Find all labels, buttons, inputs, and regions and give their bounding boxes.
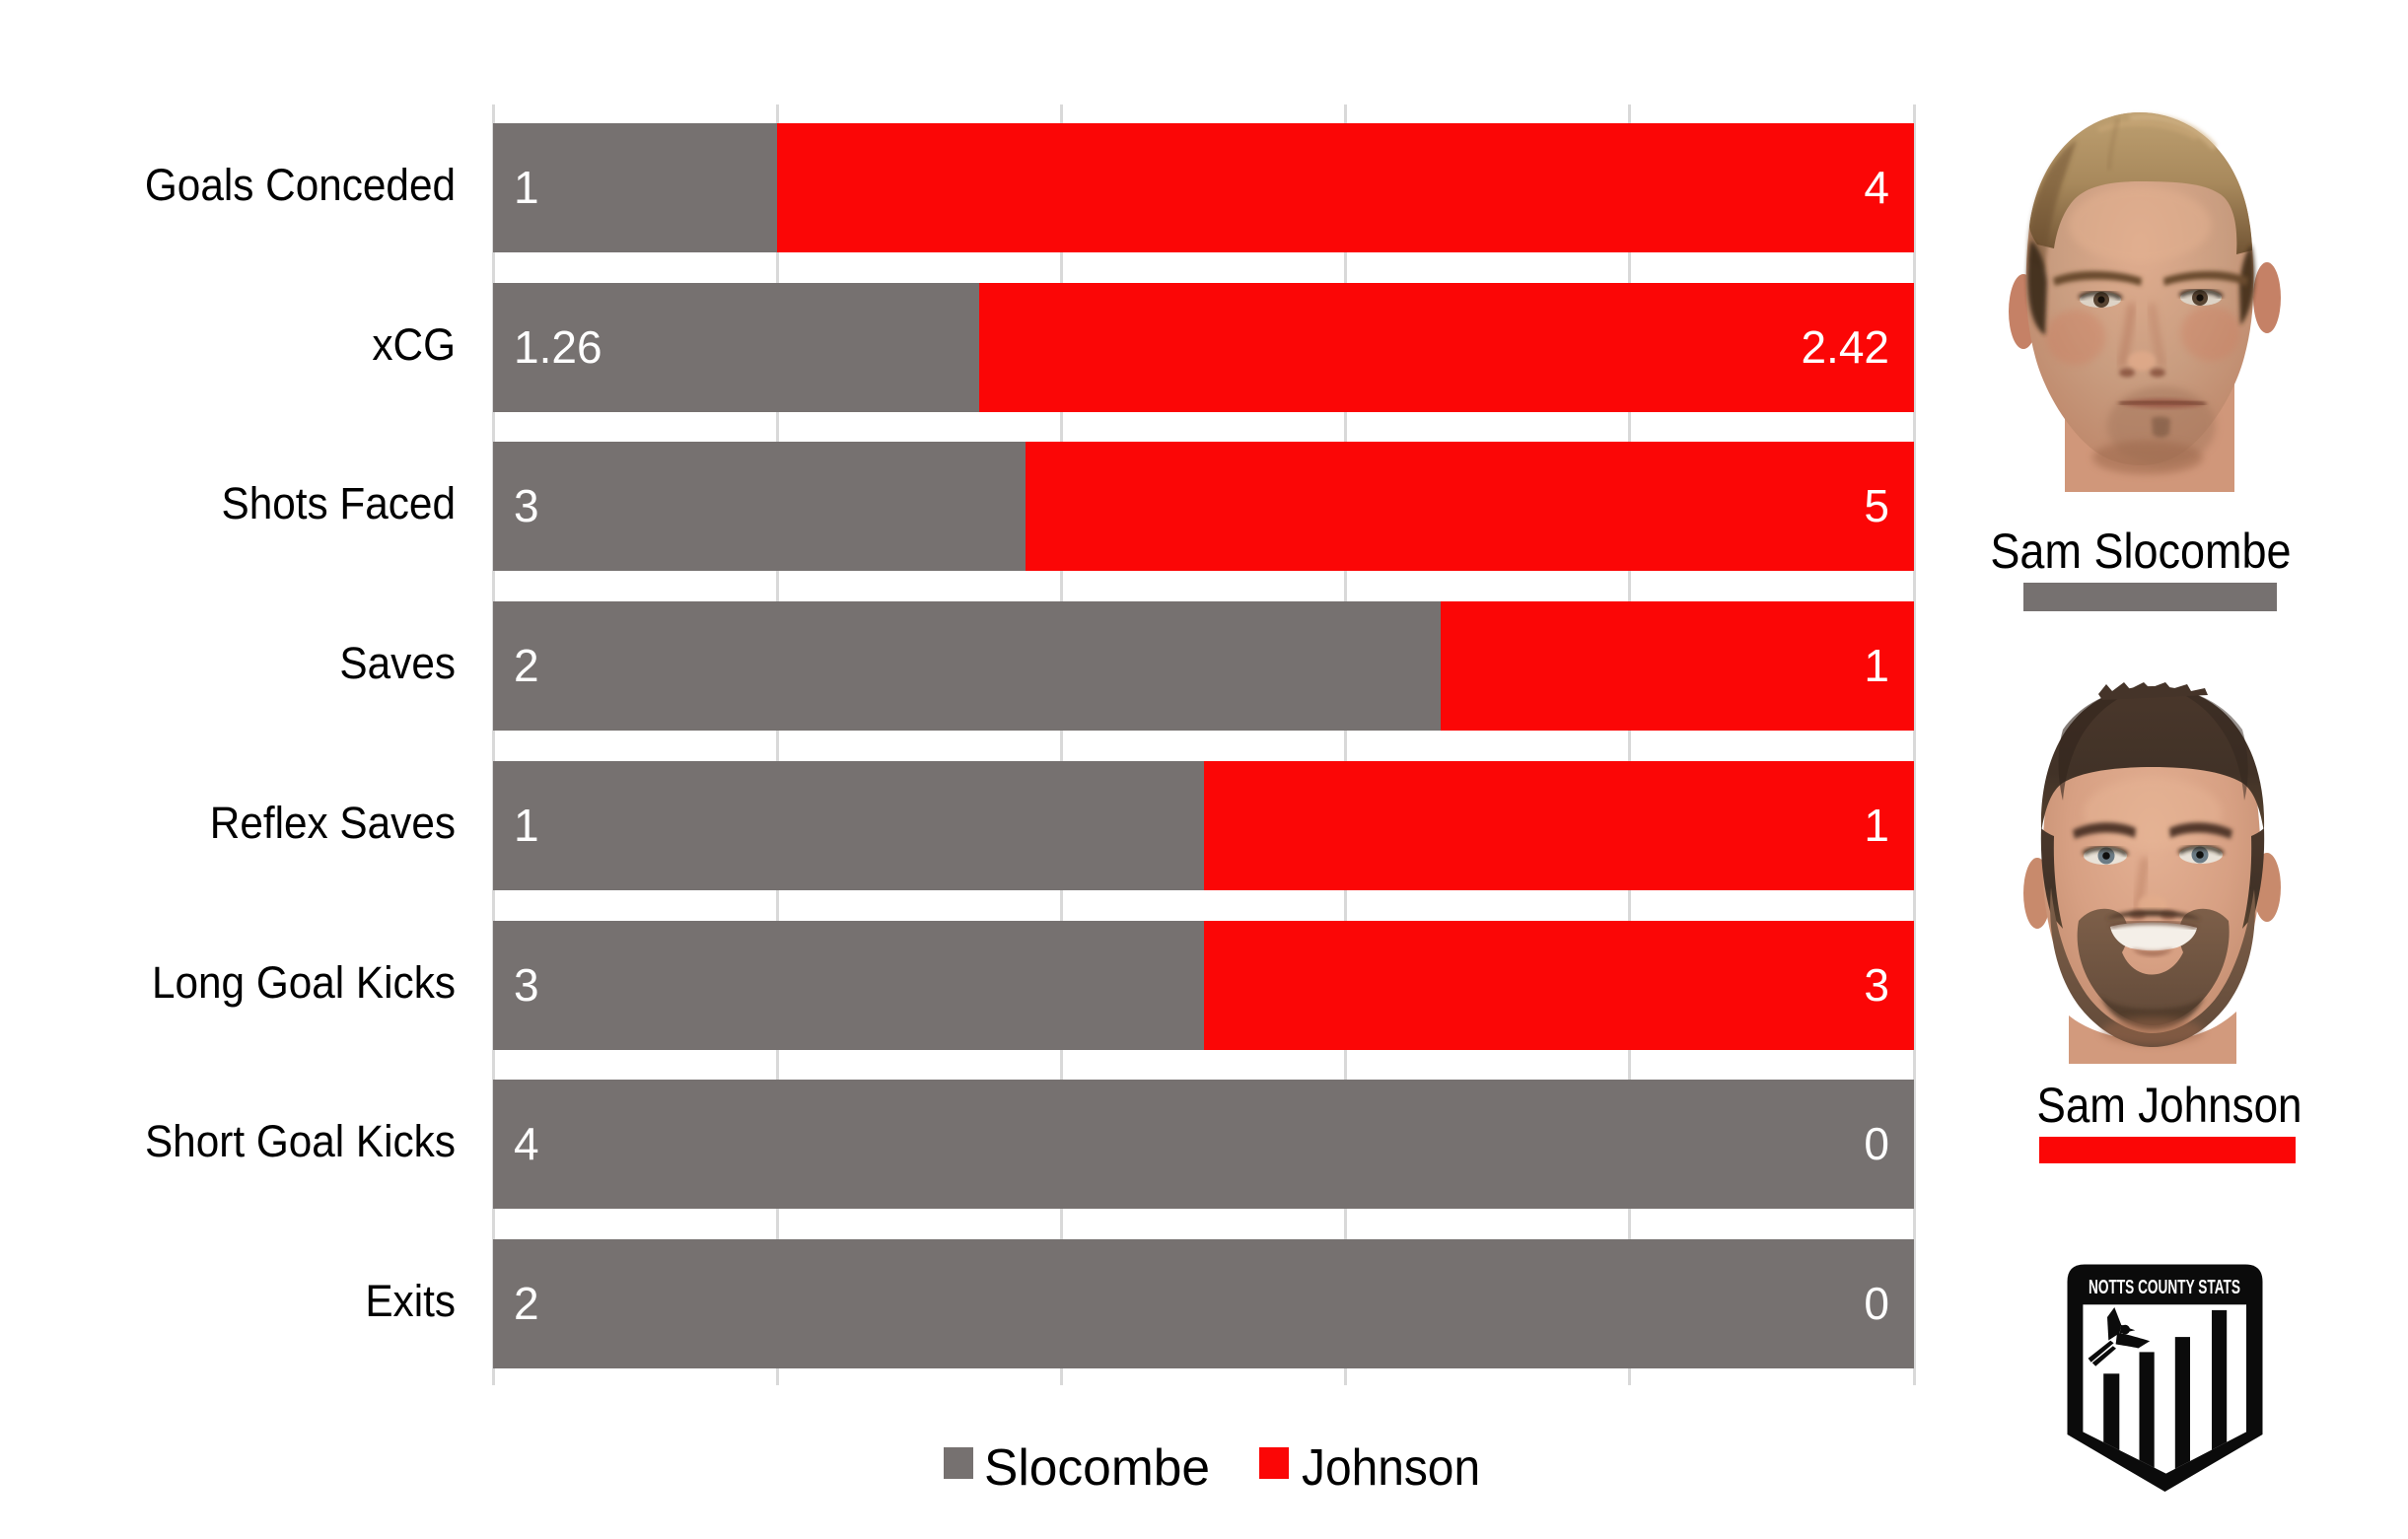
svg-text:NOTTS COUNTY STATS: NOTTS COUNTY STATS [2089,1276,2240,1298]
